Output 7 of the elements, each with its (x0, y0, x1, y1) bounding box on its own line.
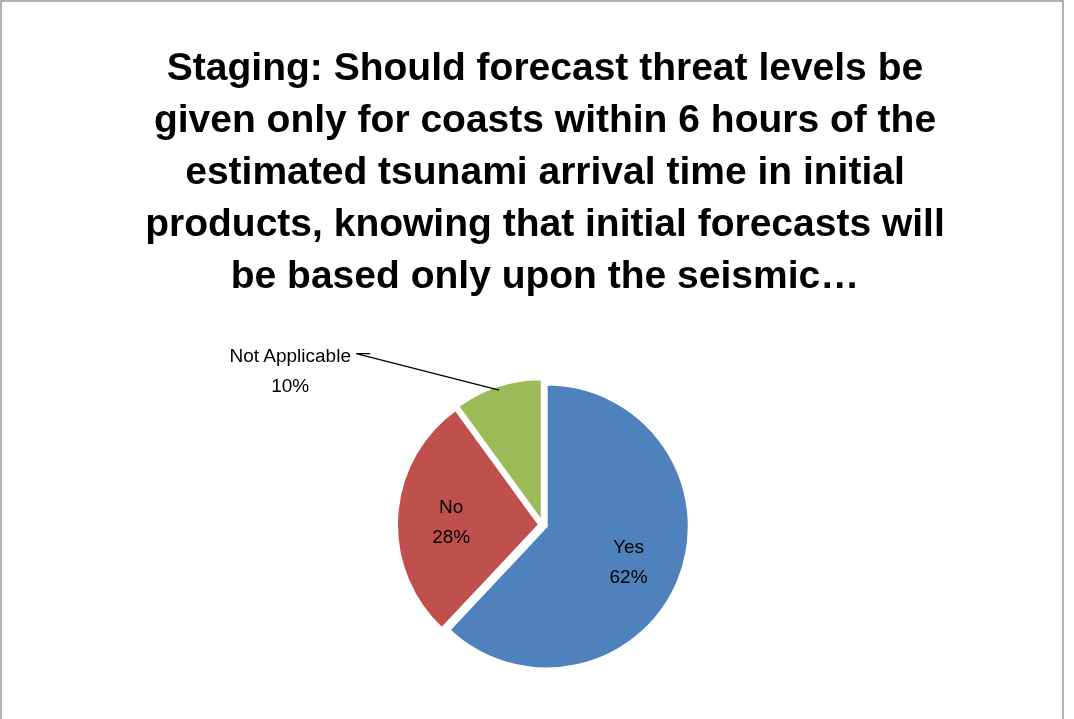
data-label: 28% (432, 526, 471, 548)
data-label: 10% (271, 374, 310, 396)
data-label: 62% (609, 565, 648, 587)
slice-label: Not Applicable (229, 344, 351, 366)
slice-label: Yes (613, 535, 645, 557)
slice-label: No (438, 496, 464, 518)
chart-title: Staging: Should forecast threat levels be given only for coasts within 6 hours of the estimated tsunami arrival time in initial products, knowing that initial forecasts will be based only upon the seismic… (145, 45, 945, 296)
